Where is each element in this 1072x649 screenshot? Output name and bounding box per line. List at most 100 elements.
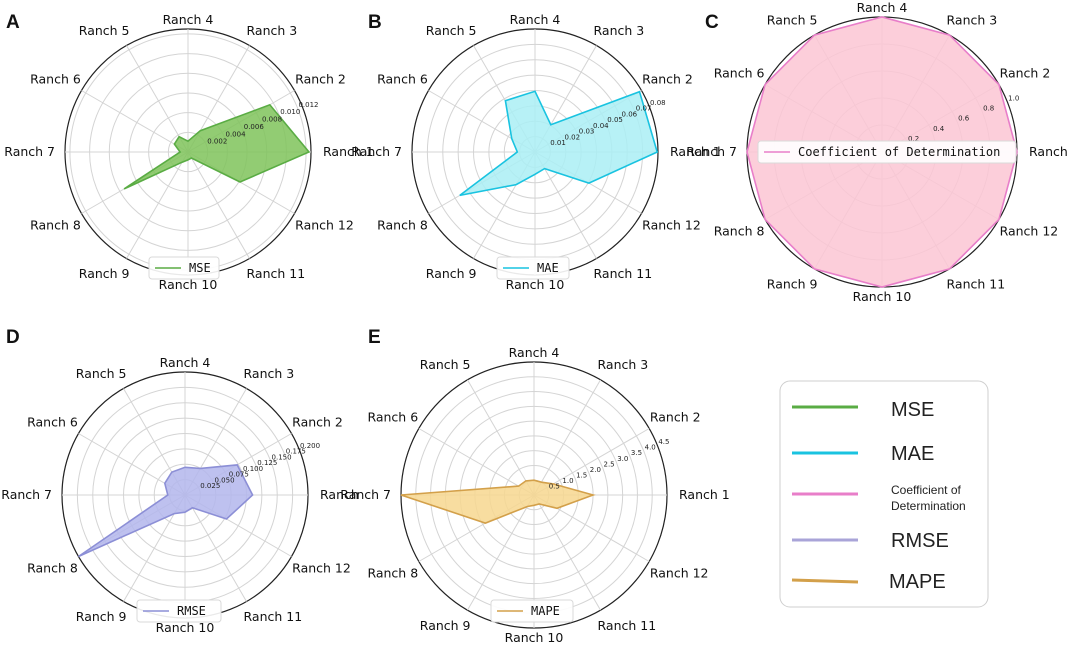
panel-legend-frame [496,256,570,280]
category-label: Ranch 1 [670,144,721,159]
key-legend-line-mape [791,578,859,584]
category-label: Ranch 11 [247,266,306,281]
category-label: Ranch 7 [340,487,391,502]
panel-legend-frame [136,599,222,623]
panel-legend-label: RMSE [177,604,206,618]
grid-spoke [126,45,189,153]
category-label: Ranch 6 [714,66,765,81]
radial-tick-label: 0.075 [229,471,249,479]
category-label: Ranch 8 [367,566,418,581]
panel-letter: B [368,12,382,33]
panel-legend-label: MAE [537,261,559,275]
category-label: Ranch 10 [156,620,215,635]
key-legend-label-mape: MAPE [889,571,946,593]
category-label: Ranch 9 [767,277,818,292]
key-legend-label-mse: MSE [891,399,934,421]
grid-spoke [187,151,250,259]
radial-tick-label: 1.0 [562,477,573,485]
radial-tick-label: 0.2 [908,135,919,143]
panel-legend: MAE [496,256,570,280]
grid-spoke [533,379,601,496]
radial-tick-label: 1.0 [1008,94,1019,102]
radar-panel-b: B 0.010.020.030.040.050.060.070.08 Ranch 1… [351,12,720,292]
grid-spoke [534,151,597,259]
radial-tick-label: 0.04 [593,122,609,130]
category-label: Ranch 11 [244,609,303,624]
radial-tick-label: 0.025 [200,482,220,490]
category-label: Ranch 4 [857,0,908,15]
radial-tick-label: 0.004 [225,130,246,138]
grid-spoke [418,428,535,496]
category-label: Ranch 10 [853,289,912,304]
category-label: Ranch 4 [509,345,560,360]
panel-letter: D [6,327,20,348]
category-label: Ranch 10 [505,630,564,645]
grid-spoke [467,379,535,496]
radial-tick-label: 0.06 [622,110,638,118]
radial-tick-label: 0.08 [650,99,666,107]
grid-spoke [533,494,601,611]
key-legend-label-mae: MAE [891,443,934,465]
series-area-mape [400,479,596,524]
series-area-rmse [78,464,254,558]
category-label: Ranch 11 [594,266,653,281]
category-label: Ranch 5 [420,357,471,372]
grid-spoke [81,90,189,153]
category-label: Ranch 5 [767,12,818,27]
panel-legend: RMSE [136,599,222,623]
key-legend-label-r2-line1: Coefficient of [891,483,961,497]
category-label: Ranch 7 [4,144,55,159]
panel-legend-frame [490,599,574,623]
radial-tick-label: 1.5 [576,471,587,479]
category-label: Ranch 8 [30,218,81,233]
category-label: Ranch 1 [323,144,374,159]
panel-legend: MSE [148,256,220,280]
category-label: Ranch 5 [76,366,127,381]
category-label: Ranch 9 [79,266,130,281]
category-label: Ranch 10 [506,277,565,292]
category-label: Ranch 11 [947,277,1006,292]
radial-tick-label: 0.5 [549,482,560,490]
radial-tick-label: 3.0 [617,455,628,463]
category-label: Ranch 2 [1000,66,1051,81]
category-label: Ranch 5 [426,23,477,38]
panel-legend-label: Coefficient of Determination [798,145,1000,159]
radial-tick-label: 0.100 [243,465,263,473]
radial-tick-label: 0.050 [215,476,235,484]
category-label: Ranch 12 [1000,224,1059,239]
category-label: Ranch 8 [377,218,428,233]
category-label: Ranch 2 [295,72,346,87]
key-legend-label-rmse: RMSE [891,530,949,552]
radial-tick-label: 0.200 [300,442,320,450]
grid-spoke [126,151,189,259]
category-label: Ranch 4 [163,12,214,27]
key-legend-frame [779,380,989,608]
category-label: Ranch 6 [377,72,428,87]
radar-panel-d: D 0.0250.0500.0750.1000.1250.1500.1750.20… [1,327,359,635]
category-label: Ranch 2 [650,410,701,425]
category-label: Ranch 12 [650,566,709,581]
category-label: Ranch 7 [351,144,402,159]
radial-tick-label: 0.125 [257,459,277,467]
category-label: Ranch 6 [367,410,418,425]
radial-tick-label: 0.006 [244,123,265,131]
radar-panel-e: E 0.51.01.52.02.53.03.54.04.5 Ranch 1 Ranch… [340,327,729,645]
radial-tick-label: 0.008 [262,116,282,124]
radial-tick-label: 0.150 [272,453,292,461]
category-label: Ranch 11 [598,618,657,633]
radial-tick-label: 0.07 [636,105,652,113]
category-label: Ranch 9 [76,609,127,624]
panel-legend-label: MSE [189,261,211,275]
category-label: Ranch 10 [159,277,218,292]
radial-tick-label: 4.5 [658,438,669,446]
category-label: Ranch 3 [247,23,298,38]
panel-letter: C [705,12,719,33]
category-label: Ranch 3 [594,23,645,38]
category-label: Ranch 1 [679,487,730,502]
radar-panel-c: C 0.2 0.4 0.6 0.8 1.0 Ranch 1 Ranch 2 Ranch 3 Ran… [686,0,1072,304]
radial-tick-label: 2.0 [590,466,601,474]
category-label: Ranch 3 [244,366,295,381]
